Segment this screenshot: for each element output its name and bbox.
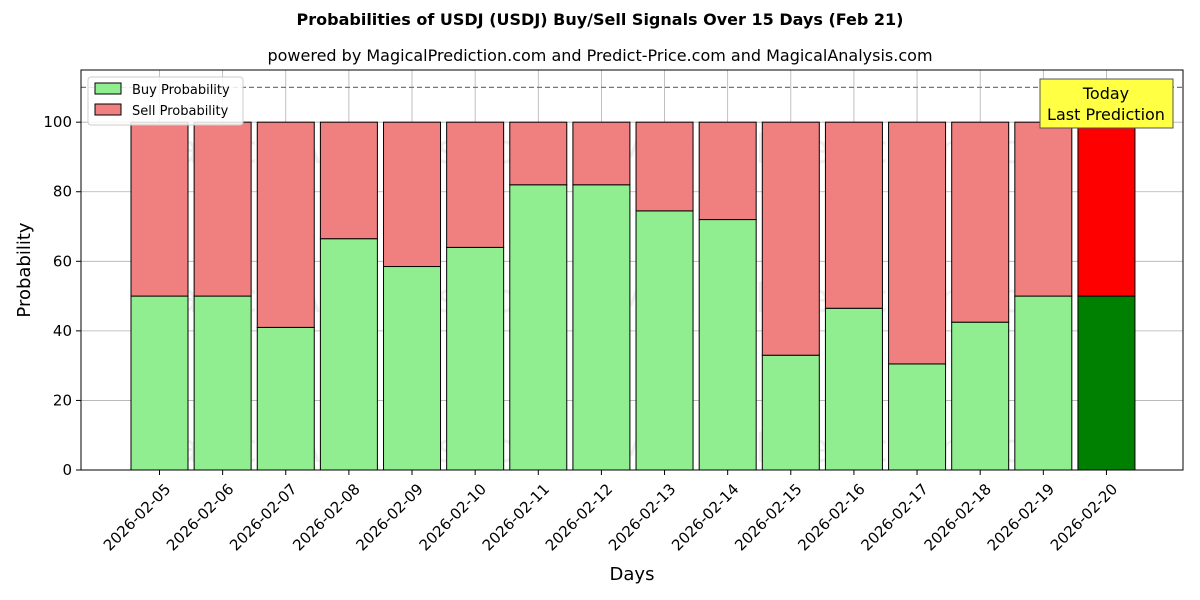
- buy-bar: [193, 295, 252, 471]
- x-tick-label: 2026-02-18: [921, 480, 995, 554]
- x-tick-label: 2026-02-09: [352, 480, 426, 554]
- buy-bar: [824, 307, 883, 471]
- sell-bar: [572, 121, 631, 186]
- y-tick-label: 20: [53, 391, 72, 409]
- sell-bar: [761, 121, 820, 356]
- x-tick-label: 2026-02-11: [479, 480, 553, 554]
- legend-label-buy: Buy Probability: [132, 83, 230, 98]
- y-tick-label: 0: [62, 461, 72, 479]
- x-axis: 2026-02-052026-02-062026-02-072026-02-08…: [100, 470, 1121, 554]
- x-tick-label: 2026-02-14: [668, 480, 742, 554]
- sell-bar: [698, 121, 757, 221]
- x-tick-label: 2026-02-10: [416, 480, 490, 554]
- bars: [130, 121, 1136, 471]
- buy-bar: [888, 363, 947, 471]
- sell-bar: [446, 121, 505, 248]
- buy-bar: [509, 184, 568, 471]
- sell-bar: [319, 121, 378, 240]
- x-tick-label: 2026-02-05: [100, 480, 174, 554]
- x-tick-label: 2026-02-19: [984, 480, 1058, 554]
- buy-bar: [635, 210, 694, 471]
- sell-bar: [1014, 121, 1073, 297]
- buy-bar: [572, 184, 631, 471]
- today-annotation-line1: Today: [1082, 84, 1129, 103]
- sell-bar: [130, 121, 189, 297]
- legend-swatch-sell: [94, 103, 122, 116]
- sell-bar: [256, 121, 315, 328]
- sell-bar: [824, 121, 883, 309]
- today-annotation: Today Last Prediction: [1039, 78, 1174, 129]
- x-tick-label: 2026-02-12: [542, 480, 616, 554]
- y-tick-label: 40: [53, 322, 72, 340]
- buy-bar: [698, 219, 757, 471]
- x-axis-label: Days: [610, 564, 655, 585]
- buy-bar: [256, 326, 315, 471]
- legend-swatch-buy: [94, 82, 122, 95]
- legend-box: [87, 76, 244, 126]
- buy-bar: [951, 321, 1010, 471]
- sell-bar: [193, 121, 252, 297]
- sell-bar: [509, 121, 568, 186]
- x-tick-label: 2026-02-08: [289, 480, 363, 554]
- x-tick-label: 2026-02-13: [605, 480, 679, 554]
- sell-bar: [951, 121, 1010, 323]
- plot-frame: [80, 69, 1184, 471]
- buy-bar: [130, 295, 189, 471]
- today-annotation-line2: Last Prediction: [1047, 105, 1165, 124]
- buy-bar: [1077, 295, 1136, 471]
- buy-bar: [383, 266, 442, 471]
- sell-bar: [635, 121, 694, 212]
- y-tick-label: 100: [43, 113, 72, 131]
- x-tick-label: 2026-02-20: [1047, 480, 1121, 554]
- buy-bar: [319, 238, 378, 471]
- x-tick-label: 2026-02-16: [794, 480, 868, 554]
- legend: Buy Probability Sell Probability: [87, 76, 244, 126]
- y-tick-label: 80: [53, 183, 72, 201]
- x-tick-label: 2026-02-15: [731, 480, 805, 554]
- x-tick-label: 2026-02-07: [226, 480, 300, 554]
- sell-bar: [383, 121, 442, 268]
- buy-bar: [446, 246, 505, 471]
- buy-bar: [761, 354, 820, 471]
- chart-subtitle: powered by MagicalPrediction.com and Pre…: [267, 46, 933, 65]
- buy-bar: [1014, 295, 1073, 471]
- y-axis-label: Probability: [14, 222, 35, 317]
- y-tick-label: 60: [53, 252, 72, 270]
- x-tick-label: 2026-02-06: [163, 480, 237, 554]
- legend-label-sell: Sell Probability: [132, 104, 229, 119]
- today-annotation-box: [1039, 78, 1174, 129]
- sell-bar: [888, 121, 947, 365]
- sell-bar: [1077, 121, 1136, 297]
- chart-title: Probabilities of USDJ (USDJ) Buy/Sell Si…: [296, 10, 904, 29]
- y-axis: 0 20 40 60 80 100: [43, 113, 81, 479]
- x-tick-label: 2026-02-17: [857, 480, 931, 554]
